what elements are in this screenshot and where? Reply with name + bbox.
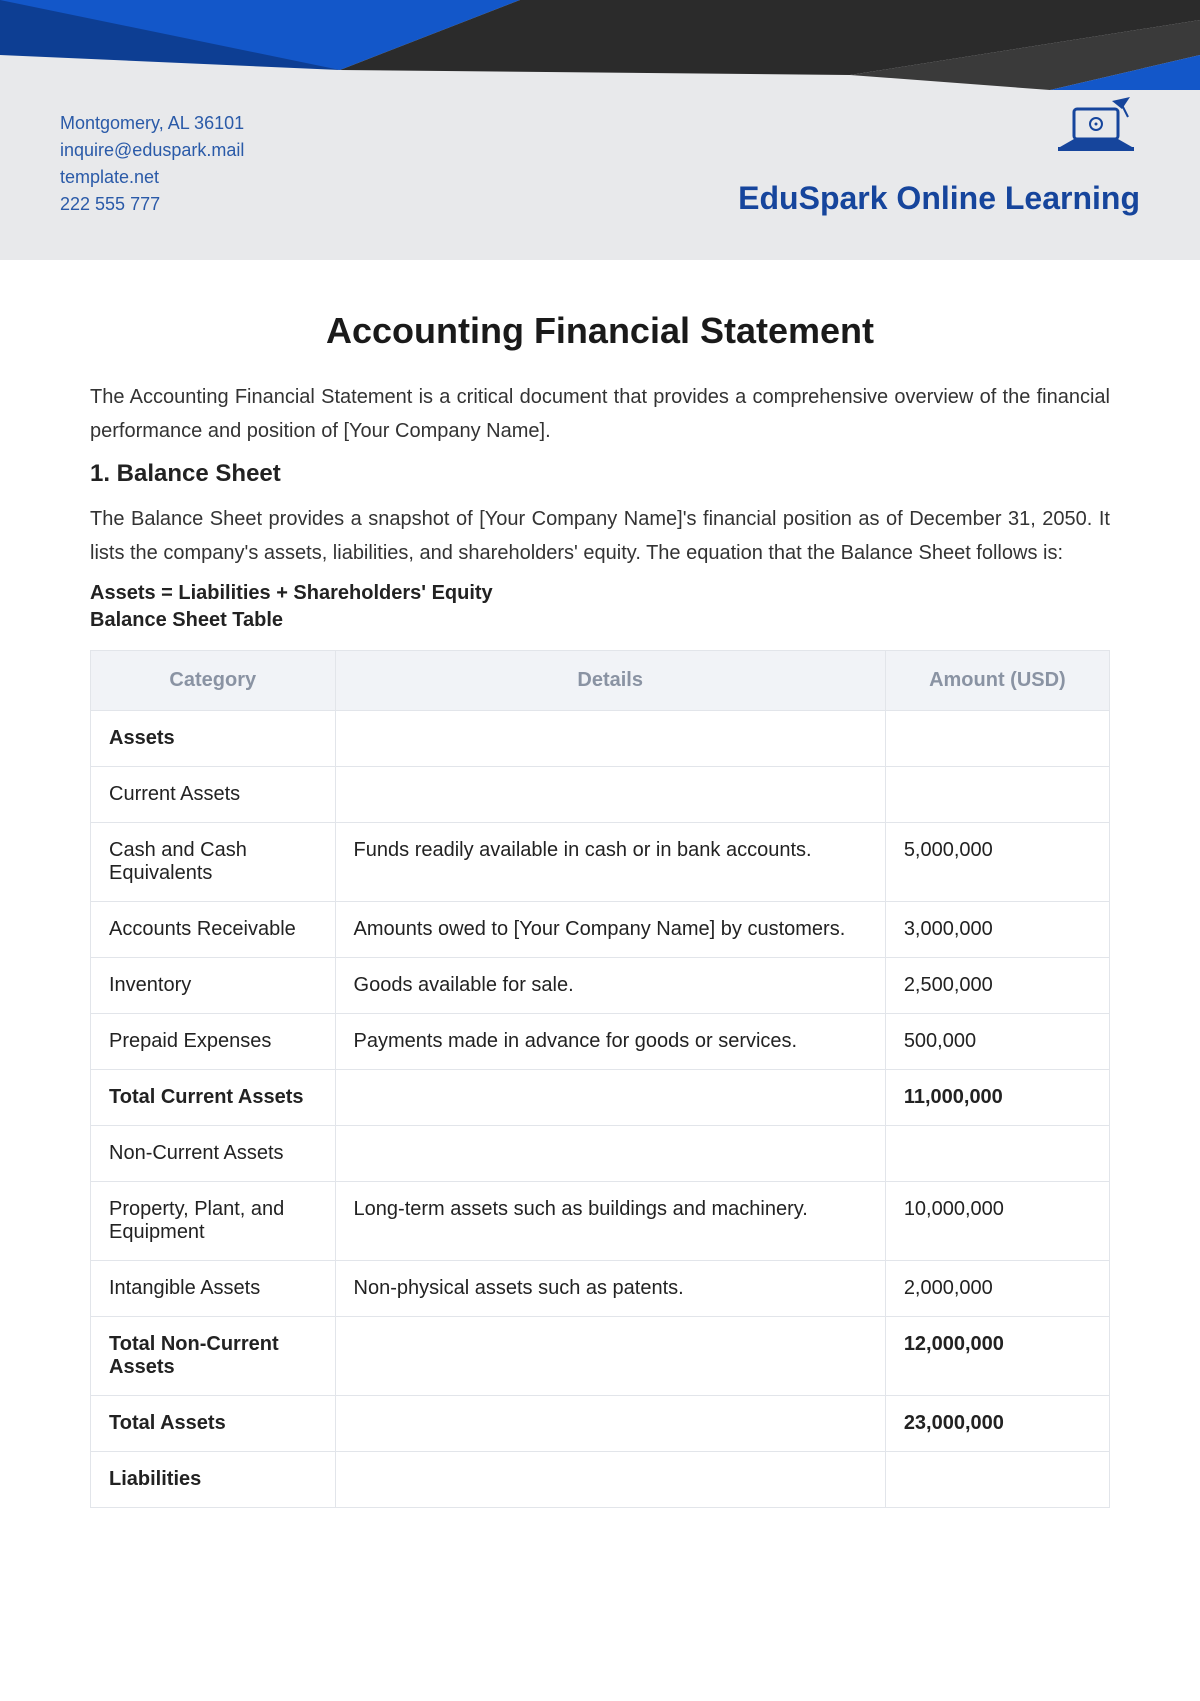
table-row: Intangible AssetsNon-physical assets suc… [91, 1261, 1110, 1317]
cell-amount: 2,000,000 [885, 1261, 1109, 1317]
cell-category: Total Non-Current Assets [91, 1317, 336, 1396]
cell-category: Current Assets [91, 767, 336, 823]
section-1-intro: The Balance Sheet provides a snapshot of… [90, 502, 1110, 570]
table-row: InventoryGoods available for sale.2,500,… [91, 958, 1110, 1014]
banner-graphic [0, 0, 1200, 90]
cell-details: Long-term assets such as buildings and m… [335, 1182, 885, 1261]
table-row: Total Assets 23,000,000 [91, 1396, 1110, 1452]
cell-amount [885, 711, 1109, 767]
cell-category: Liabilities [91, 1452, 336, 1508]
cell-amount: 23,000,000 [885, 1396, 1109, 1452]
cell-category: Inventory [91, 958, 336, 1014]
brand-block: EduSpark Online Learning [738, 95, 1140, 217]
brand-name: EduSpark Online Learning [738, 180, 1140, 217]
cell-amount: 3,000,000 [885, 902, 1109, 958]
table-row: Property, Plant, and EquipmentLong-term … [91, 1182, 1110, 1261]
section-1-heading: 1. Balance Sheet [90, 460, 1110, 488]
contact-website: template.net [60, 164, 244, 191]
cell-category: Total Current Assets [91, 1070, 336, 1126]
table-row: Liabilities [91, 1452, 1110, 1508]
cell-amount [885, 1126, 1109, 1182]
cell-category: Cash and Cash Equivalents [91, 823, 336, 902]
cell-details [335, 1070, 885, 1126]
cell-category: Total Assets [91, 1396, 336, 1452]
col-details: Details [335, 651, 885, 711]
cell-category: Assets [91, 711, 336, 767]
cell-amount: 12,000,000 [885, 1317, 1109, 1396]
cell-category: Prepaid Expenses [91, 1014, 336, 1070]
cell-category: Non-Current Assets [91, 1126, 336, 1182]
cell-category: Accounts Receivable [91, 902, 336, 958]
contact-phone: 222 555 777 [60, 191, 244, 218]
cell-details: Non-physical assets such as patents. [335, 1261, 885, 1317]
table-row: Assets [91, 711, 1110, 767]
table-row: Non-Current Assets [91, 1126, 1110, 1182]
contact-address: Montgomery, AL 36101 [60, 110, 244, 137]
cell-details [335, 1452, 885, 1508]
laptop-logo-icon [1040, 95, 1140, 170]
table-row: Current Assets [91, 767, 1110, 823]
table-row: Cash and Cash EquivalentsFunds readily a… [91, 823, 1110, 902]
cell-amount: 500,000 [885, 1014, 1109, 1070]
cell-amount: 2,500,000 [885, 958, 1109, 1014]
cell-amount [885, 767, 1109, 823]
cell-category: Intangible Assets [91, 1261, 336, 1317]
table-row: Accounts ReceivableAmounts owed to [Your… [91, 902, 1110, 958]
cell-details [335, 711, 885, 767]
contact-block: Montgomery, AL 36101 inquire@eduspark.ma… [60, 110, 244, 218]
page-title: Accounting Financial Statement [90, 310, 1110, 352]
balance-sheet-table: Category Details Amount (USD) AssetsCurr… [90, 650, 1110, 1508]
contact-email: inquire@eduspark.mail [60, 137, 244, 164]
cell-details [335, 1126, 885, 1182]
intro-paragraph: The Accounting Financial Statement is a … [90, 380, 1110, 448]
cell-amount: 11,000,000 [885, 1070, 1109, 1126]
cell-details [335, 767, 885, 823]
document-content: Accounting Financial Statement The Accou… [0, 260, 1200, 1558]
col-category: Category [91, 651, 336, 711]
letterhead-header: Montgomery, AL 36101 inquire@eduspark.ma… [0, 0, 1200, 260]
table-title: Balance Sheet Table [90, 609, 1110, 632]
cell-amount: 10,000,000 [885, 1182, 1109, 1261]
col-amount: Amount (USD) [885, 651, 1109, 711]
table-row: Total Current Assets 11,000,000 [91, 1070, 1110, 1126]
cell-category: Property, Plant, and Equipment [91, 1182, 336, 1261]
cell-details: Goods available for sale. [335, 958, 885, 1014]
cell-details: Payments made in advance for goods or se… [335, 1014, 885, 1070]
table-row: Prepaid ExpensesPayments made in advance… [91, 1014, 1110, 1070]
balance-equation: Assets = Liabilities + Shareholders' Equ… [90, 582, 1110, 605]
table-row: Total Non-Current Assets 12,000,000 [91, 1317, 1110, 1396]
cell-details: Amounts owed to [Your Company Name] by c… [335, 902, 885, 958]
cell-amount: 5,000,000 [885, 823, 1109, 902]
cell-amount [885, 1452, 1109, 1508]
cell-details: Funds readily available in cash or in ba… [335, 823, 885, 902]
cell-details [335, 1396, 885, 1452]
cell-details [335, 1317, 885, 1396]
table-header-row: Category Details Amount (USD) [91, 651, 1110, 711]
